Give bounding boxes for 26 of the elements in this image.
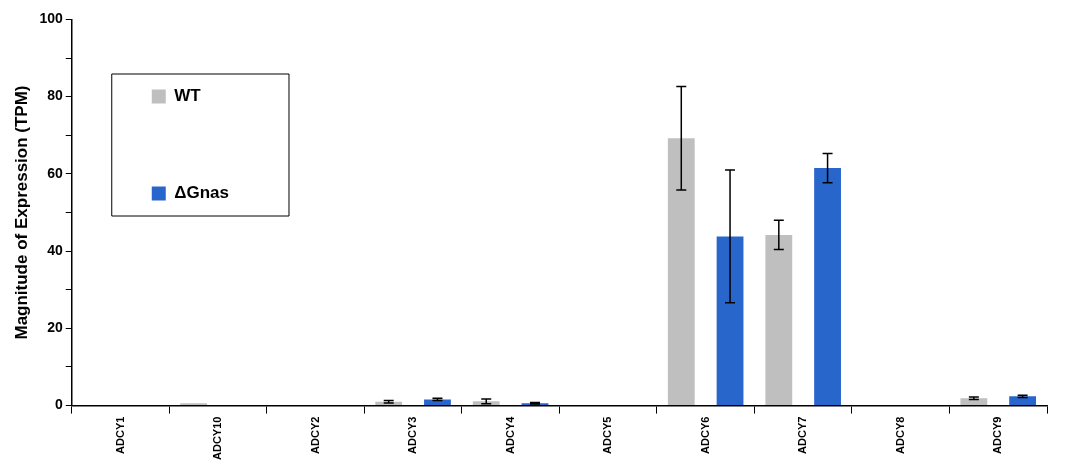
y-axis-title: Magnitude of Expression (TPM)	[11, 85, 31, 340]
x-tick-label: ADCY1	[113, 416, 126, 454]
bar	[424, 399, 451, 406]
x-tick-label: ADCY7	[796, 416, 809, 454]
bar	[814, 168, 841, 406]
bar	[1009, 396, 1037, 406]
y-tick-label: 40	[47, 241, 63, 258]
legend-label: WT	[174, 86, 202, 106]
y-tick-label: 60	[47, 164, 63, 181]
bar	[960, 398, 988, 406]
x-tick-label: ADCY4	[503, 415, 516, 454]
bar	[716, 236, 744, 406]
x-tick-label: ADCY5	[601, 416, 614, 454]
legend-label: ΔGnas	[174, 183, 230, 203]
bar	[667, 138, 695, 406]
x-tick-label: ADCY10	[211, 416, 224, 460]
x-tick-label: ADCY8	[893, 416, 906, 454]
x-tick-label: ADCY9	[991, 416, 1004, 454]
x-tick-label: ADCY2	[308, 416, 321, 454]
x-tick-label: ADCY6	[698, 416, 711, 454]
bar	[765, 234, 793, 406]
y-tick-label: 20	[47, 319, 63, 336]
y-tick-label: 80	[47, 87, 63, 104]
x-tick-label: ADCY3	[406, 416, 419, 454]
y-tick-label: 0	[54, 396, 63, 413]
y-tick-label: 100	[39, 10, 63, 27]
